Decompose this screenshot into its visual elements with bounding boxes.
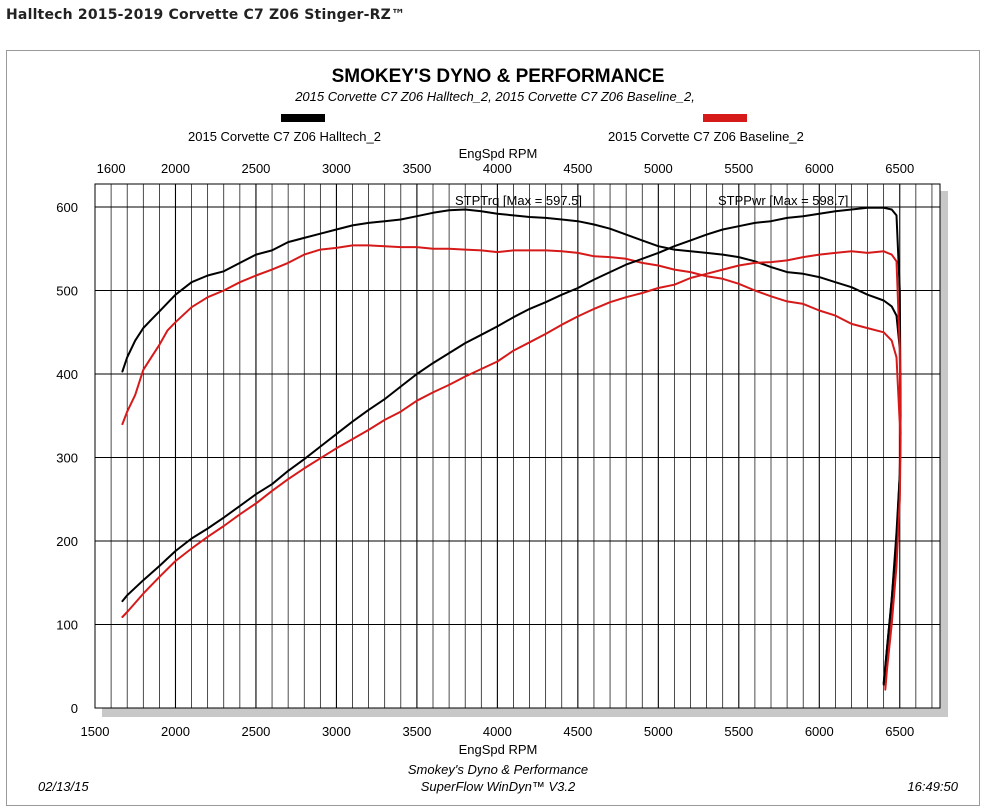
y-tick-label: 100 [56, 618, 78, 633]
x-tick-label: 6500 [885, 724, 914, 739]
series-line-stppwr [121, 250, 902, 691]
x-tick-label: 3500 [402, 724, 431, 739]
x-tick-label: 4500 [563, 724, 592, 739]
footer-line1: Smokey's Dyno & Performance [408, 762, 588, 777]
chart-title: SMOKEY'S DYNO & PERFORMANCE [332, 66, 665, 87]
grid [95, 184, 940, 708]
y-tick-label: 200 [56, 534, 78, 549]
axis-ticks: 1500 2000 2500 3000 3500 4000 4500 5000 5500 6000… [56, 161, 914, 739]
top-x-tick-label: 5000 [644, 161, 673, 176]
series-layer [121, 206, 902, 691]
legend-swatch-baseline [703, 114, 747, 122]
x-tick-label: 5000 [644, 724, 673, 739]
top-x-tick-label: 3500 [402, 161, 431, 176]
x-tick-label: 2000 [161, 724, 190, 739]
power-max-annotation: STPPwr [Max = 598.7] [718, 193, 848, 208]
top-x-tick-label: 3000 [322, 161, 351, 176]
top-x-tick-label: 6500 [885, 161, 914, 176]
top-x-axis-label: EngSpd RPM [459, 146, 538, 161]
top-x-tick-label: 6000 [805, 161, 834, 176]
series-line-stptrq [121, 208, 902, 684]
x-tick-label: 6000 [805, 724, 834, 739]
footer-date: 02/13/15 [38, 779, 89, 794]
top-x-tick-label: 2000 [161, 161, 190, 176]
torque-max-annotation: STPTrq [Max = 597.5] [455, 193, 582, 208]
x-tick-label: 4000 [483, 724, 512, 739]
y-tick-label: 0 [71, 701, 78, 716]
x-tick-label: 2500 [241, 724, 270, 739]
series-line-stppwr [121, 206, 902, 686]
series-line-stptrq [121, 244, 901, 689]
top-x-tick-label: 5500 [724, 161, 753, 176]
top-x-tick-label: 2500 [241, 161, 270, 176]
x-tick-label: 5500 [724, 724, 753, 739]
x-tick-label: 1500 [81, 724, 110, 739]
legend-label-halltech: 2015 Corvette C7 Z06 Halltech_2 [188, 129, 381, 144]
footer-line2: SuperFlow WinDyn™ V3.2 [421, 779, 576, 794]
top-x-tick-label: 4000 [483, 161, 512, 176]
plot-area [94, 183, 941, 709]
bottom-x-axis-label: EngSpd RPM [459, 742, 538, 757]
x-tick-label: 3000 [322, 724, 351, 739]
y-tick-label: 400 [56, 367, 78, 382]
y-tick-label: 600 [56, 200, 78, 215]
top-x-tick-label: 4500 [563, 161, 592, 176]
y-tick-label: 300 [56, 451, 78, 466]
footer-time: 16:49:50 [907, 779, 958, 794]
y-tick-label: 500 [56, 284, 78, 299]
legend-label-baseline: 2015 Corvette C7 Z06 Baseline_2 [608, 129, 804, 144]
page-title: Halltech 2015-2019 Corvette C7 Z06 Sting… [6, 7, 406, 23]
chart-subtitle: 2015 Corvette C7 Z06 Halltech_2, 2015 Co… [294, 89, 695, 104]
top-x-tick-label: 1600 [97, 161, 126, 176]
legend-swatch-halltech [281, 114, 325, 122]
